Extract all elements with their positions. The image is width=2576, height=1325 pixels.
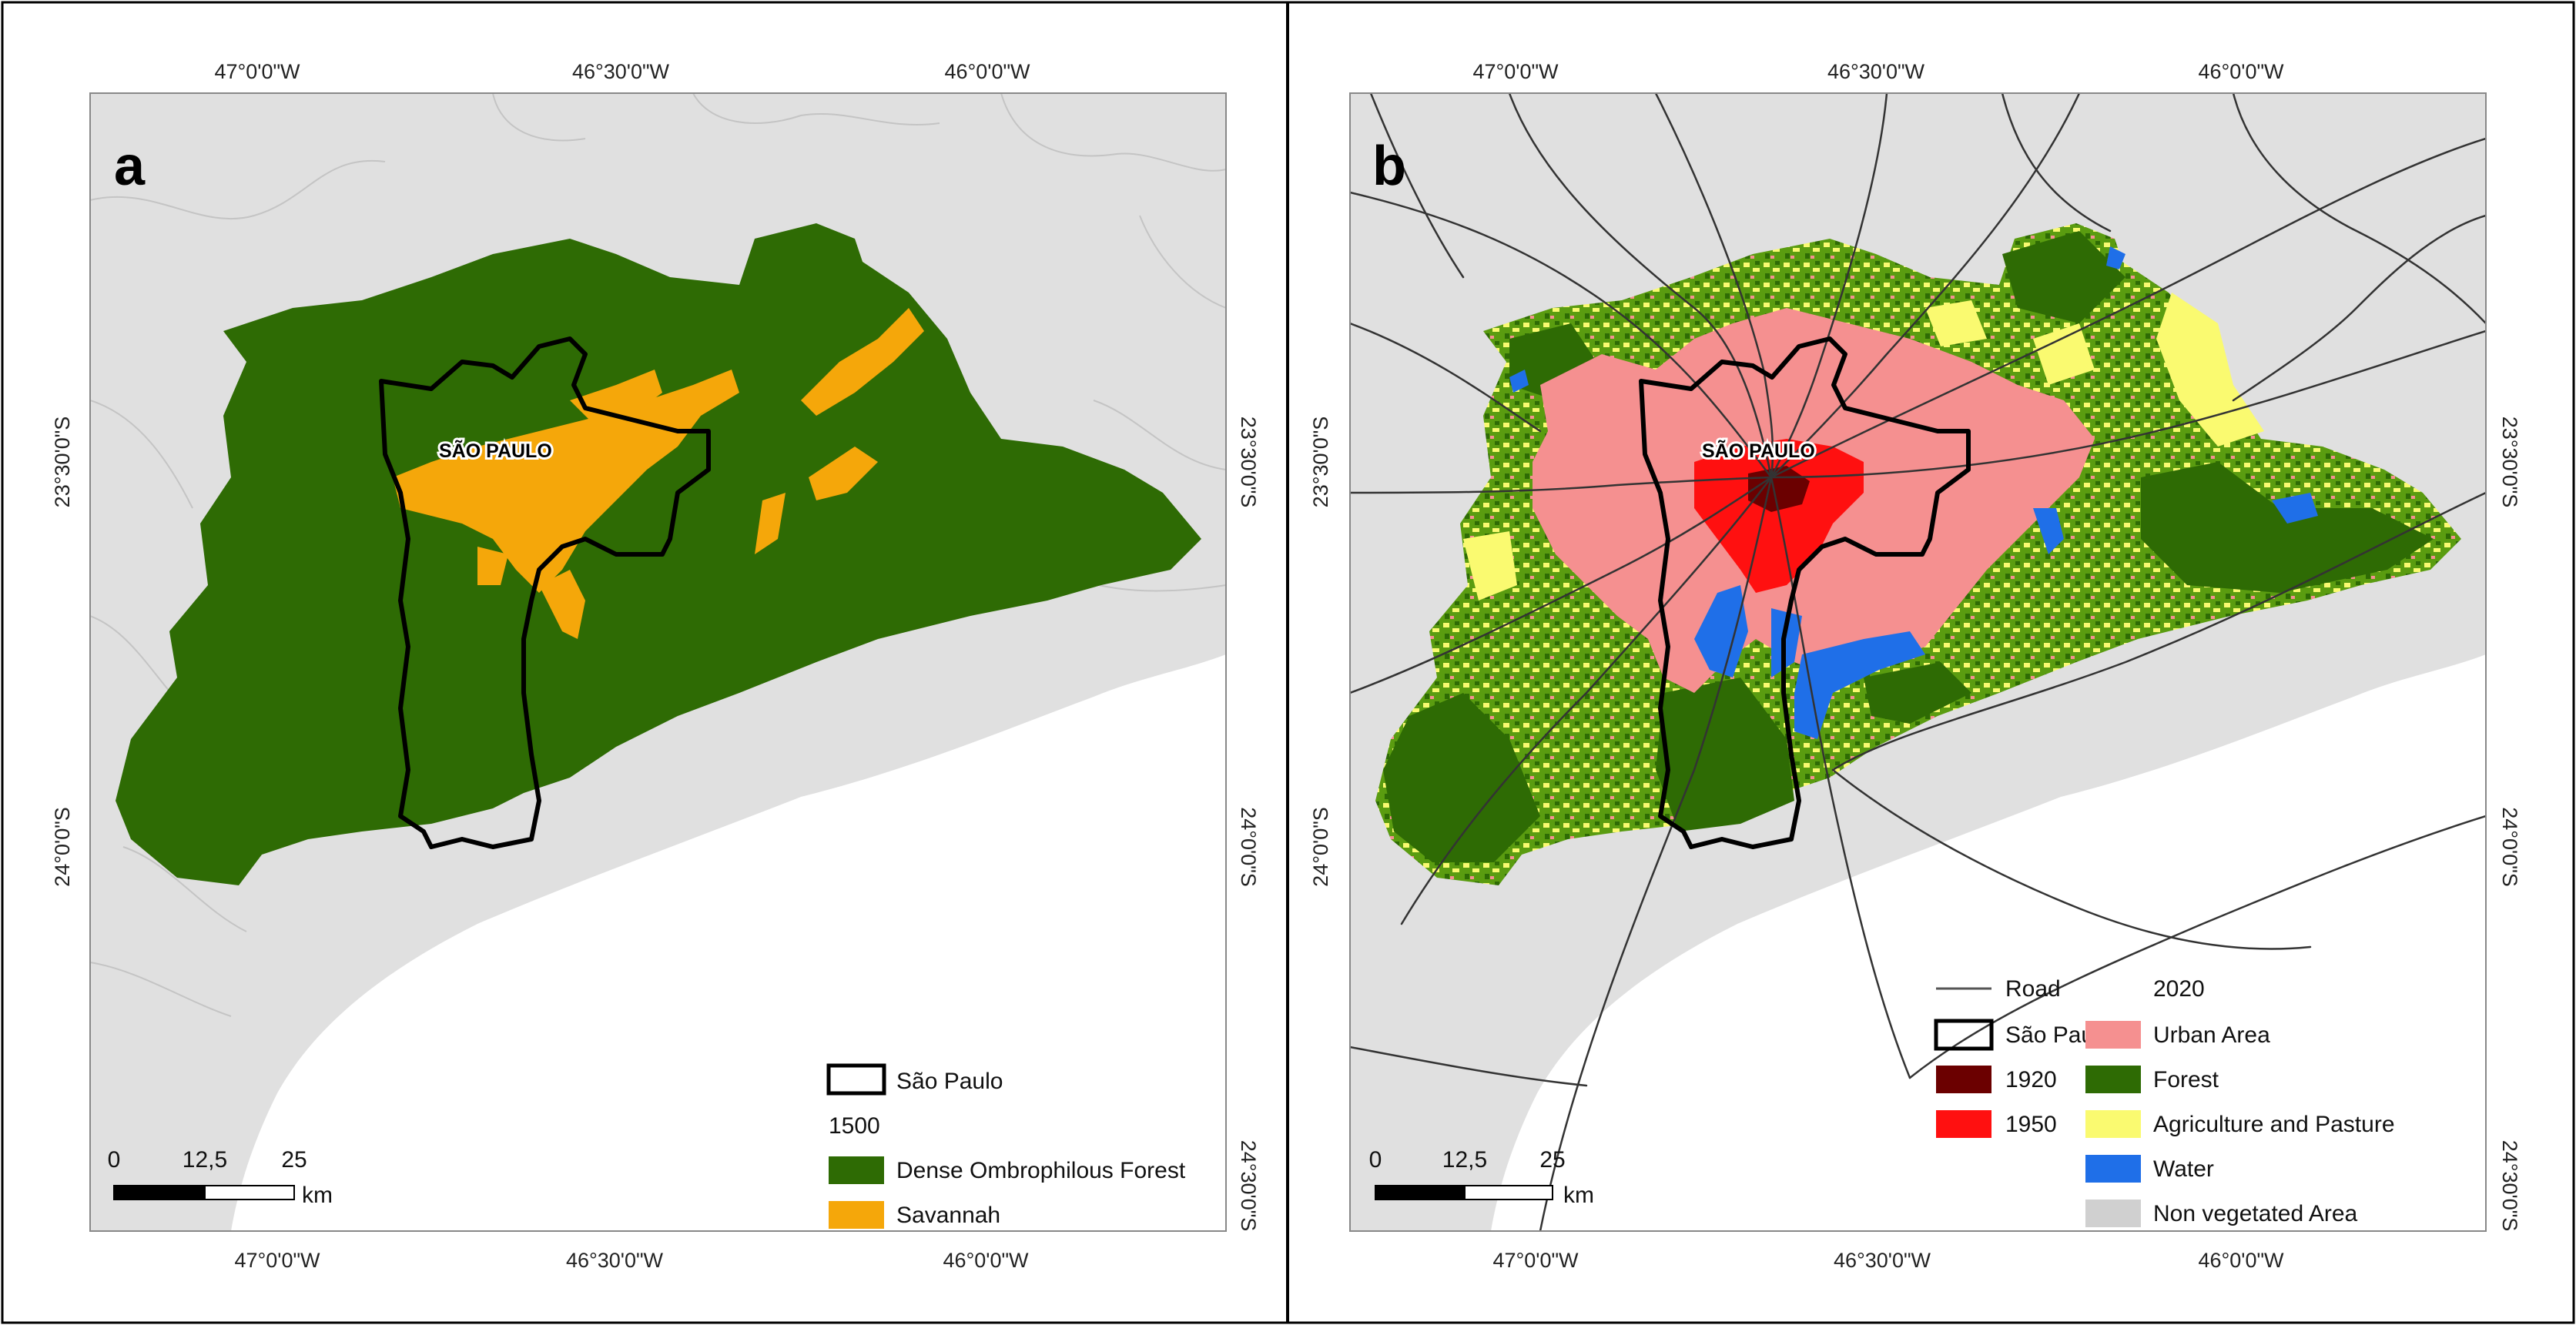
legend-label: Water: [2153, 1156, 2214, 1182]
legend-swatch: [2085, 1200, 2141, 1227]
panel-b-scale-bar: 0 12,5 25 km: [1369, 1147, 1594, 1208]
sao-paulo-boundary: [1639, 336, 1971, 849]
panel-b-top-label: 46°30'0"W: [1827, 60, 1925, 83]
water-bodies: [1509, 246, 2318, 739]
legend-boundary-swatch: [1934, 1019, 1994, 1051]
legend-year: 2020: [2153, 976, 2205, 1002]
panel-a-bottom-label: 47°0'0"W: [234, 1249, 320, 1272]
sao-paulo-boundary: [379, 336, 711, 849]
scale-tick-label: 0: [1369, 1147, 1382, 1173]
scale-tick-label: 0: [108, 1147, 121, 1173]
panel-a-right-label: 24°0'0"S: [1237, 807, 1260, 887]
panel-b-right-label: 23°30'0"S: [2498, 417, 2521, 508]
scale-unit: km: [302, 1183, 333, 1208]
legend-label: Forest: [2153, 1067, 2219, 1092]
forest-areas: [1383, 231, 2434, 862]
panel-a-top-label: 47°0'0"W: [214, 60, 300, 83]
legend-swatch: [2085, 1155, 2141, 1183]
panel-a-scale-bar: 0 12,5 25 km: [108, 1147, 333, 1208]
panel-a-right-label: 23°30'0"S: [1237, 417, 1260, 508]
legend-label: Non vegetated Area: [2153, 1201, 2358, 1226]
panel-b-legend: Road São Paulo 1920 1950 2020 Urban Area…: [1934, 976, 2395, 1227]
panel-b-bottom-label: 46°0'0"W: [2198, 1249, 2284, 1272]
legend-label: Urban Area: [2153, 1022, 2270, 1048]
legend-swatch: [2085, 1021, 2141, 1049]
scale-tick-label: 12,5: [1442, 1147, 1487, 1173]
panel-b-top-label: 47°0'0"W: [1472, 60, 1559, 83]
panel-b-city-label: SÃO PAULO: [1702, 439, 1815, 462]
panel-a-top-label: 46°0'0"W: [944, 60, 1030, 83]
legend-swatch: [1936, 1066, 1991, 1093]
panel-a-bottom-label: 46°30'0"W: [566, 1249, 664, 1272]
legend-year: 1500: [829, 1113, 880, 1139]
panel-b-top-label: 46°0'0"W: [2198, 60, 2284, 83]
panel-a-letter: a: [114, 136, 146, 197]
panel-a-city-label: SÃO PAULO: [439, 439, 552, 462]
panel-a-right-label: 24°30'0"S: [1237, 1140, 1260, 1232]
legend-road-label: Road: [2005, 976, 2061, 1002]
panel-b: b SÃO PAULO 47°0'0"W 46°30'0"W 46°0'0"W …: [1309, 60, 2521, 1272]
panel-a-left-label: 23°30'0"S: [51, 417, 74, 508]
panel-a-left-label: 24°0'0"S: [51, 807, 74, 887]
legend-boundary-swatch: [826, 1063, 886, 1096]
legend-label: Savannah: [896, 1203, 1000, 1228]
panel-b-left-label: 23°30'0"S: [1309, 417, 1332, 508]
panel-b-bottom-label: 46°30'0"W: [1834, 1249, 1931, 1272]
legend-swatch: [2085, 1110, 2141, 1138]
panel-b-map-frame: [1349, 92, 2487, 1232]
panel-b-right-label: 24°0'0"S: [2498, 807, 2521, 887]
panel-a: a SÃO PAULO 47°0'0"W 46°30'0"W 46°0'0"W …: [51, 60, 1260, 1272]
legend-label: Agriculture and Pasture: [2153, 1112, 2395, 1137]
scale-unit: km: [1563, 1183, 1594, 1208]
legend-swatch: [829, 1201, 884, 1229]
panel-b-bottom-label: 47°0'0"W: [1492, 1249, 1579, 1272]
agriculture-areas: [1463, 293, 2264, 601]
legend-swatch: [2085, 1066, 2141, 1093]
panel-b-letter: b: [1372, 136, 1406, 197]
panel-a-bottom-label: 46°0'0"W: [943, 1249, 1029, 1272]
legend-swatch: [1936, 1110, 1991, 1138]
legend-label: Dense Ombrophilous Forest: [896, 1158, 1186, 1183]
legend-label: 1920: [2005, 1067, 2057, 1092]
panel-b-right-label: 24°30'0"S: [2498, 1140, 2521, 1232]
panel-b-left-label: 24°0'0"S: [1309, 807, 1332, 887]
legend-label: 1950: [2005, 1112, 2057, 1137]
legend-swatch: [829, 1156, 884, 1184]
scale-tick-label: 25: [1539, 1147, 1565, 1173]
panel-a-map-frame: [89, 92, 1227, 1232]
panel-a-legend: São Paulo 1500 Dense Ombrophilous Forest…: [826, 1063, 1186, 1229]
panel-a-top-label: 46°30'0"W: [572, 60, 670, 83]
scale-tick-label: 12,5: [183, 1147, 227, 1173]
legend-boundary-label: São Paulo: [896, 1069, 1003, 1094]
scale-tick-label: 25: [281, 1147, 307, 1173]
